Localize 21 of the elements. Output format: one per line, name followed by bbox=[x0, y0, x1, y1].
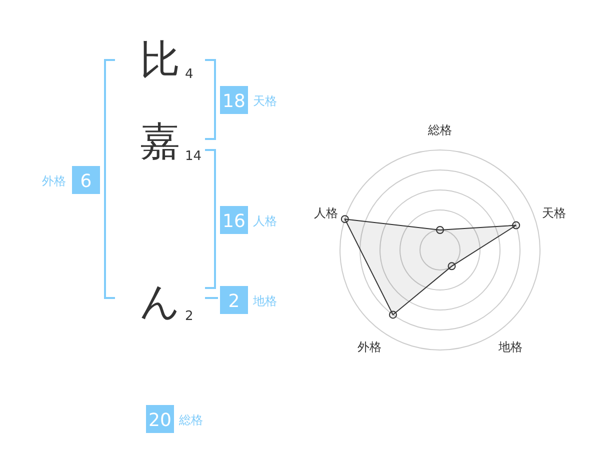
spoke-label: 人格 bbox=[314, 206, 338, 220]
text: 14 bbox=[185, 149, 202, 164]
text: 地格 bbox=[252, 294, 277, 308]
spoke-label: 天格 bbox=[542, 206, 566, 220]
text: 18 bbox=[222, 91, 246, 112]
text: 外格 bbox=[42, 174, 66, 188]
text: 2 bbox=[185, 309, 194, 324]
text: 4 bbox=[185, 67, 194, 82]
text: ん bbox=[140, 279, 180, 325]
text: 人格 bbox=[253, 214, 277, 228]
spoke-label: 地格 bbox=[498, 340, 523, 354]
text: 2 bbox=[228, 291, 240, 312]
text: 天格 bbox=[253, 94, 277, 108]
text: 嘉 bbox=[140, 119, 180, 165]
spoke-label: 外格 bbox=[357, 340, 382, 354]
spoke-label: 総格 bbox=[427, 123, 452, 137]
text: 6 bbox=[80, 171, 92, 192]
text: 比 bbox=[140, 37, 180, 83]
text: 16 bbox=[222, 211, 246, 232]
text: 20 bbox=[148, 410, 172, 431]
text: 総格 bbox=[178, 413, 203, 427]
